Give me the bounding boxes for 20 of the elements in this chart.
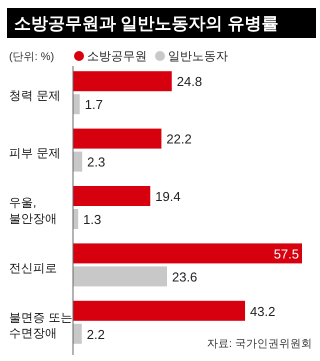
data-label: 24.8 bbox=[176, 74, 202, 90]
data-label: 22.2 bbox=[166, 132, 192, 147]
annotation: 자료: 국가인권위원회 bbox=[206, 338, 312, 350]
y-tick-label: 피부 문제 bbox=[9, 146, 60, 160]
y-tick-label: 우울, 불안장애 bbox=[9, 196, 57, 226]
data-label: 1.3 bbox=[83, 212, 102, 227]
data-label: 57.5 bbox=[274, 246, 299, 262]
y-tick-label: 전신피로 bbox=[9, 261, 57, 276]
data-label: 2.2 bbox=[86, 326, 105, 342]
text: (단위: %) bbox=[9, 51, 54, 63]
y-tick-label: 청력 문제 bbox=[9, 88, 60, 103]
data-label: 19.4 bbox=[155, 189, 181, 204]
legend-label: 소방공무원 bbox=[87, 49, 147, 63]
data-label: 43.2 bbox=[250, 304, 276, 319]
legend-label: 일반노동자 bbox=[168, 49, 228, 63]
data-label: 2.3 bbox=[87, 154, 106, 170]
chart-title: 소방공무원과 일반노동자의 유병률 bbox=[14, 14, 278, 33]
data-label: 23.6 bbox=[172, 269, 198, 284]
data-label: 1.7 bbox=[84, 97, 103, 112]
y-tick-label: 불면증 또는 수면장애 bbox=[9, 310, 72, 340]
